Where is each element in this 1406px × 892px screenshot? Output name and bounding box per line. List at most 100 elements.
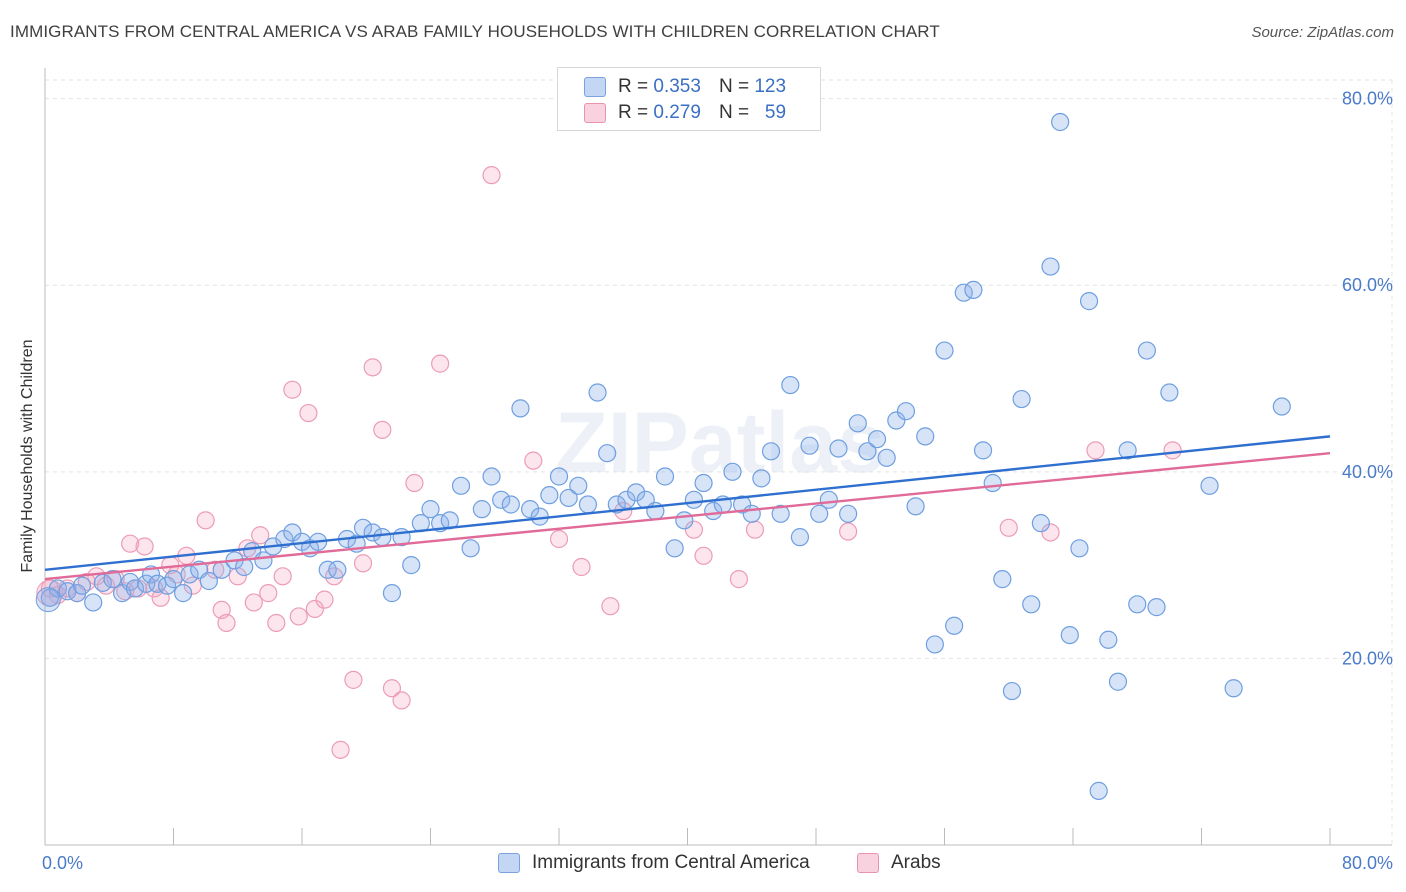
x-tick-label-max: 80.0%	[1342, 853, 1393, 873]
point-arabs	[305, 599, 324, 619]
point-arabs	[373, 420, 392, 439]
axes	[44, 68, 1392, 846]
trend-lines	[44, 435, 1331, 581]
point-central-america	[1147, 598, 1166, 617]
point-central-america	[382, 584, 402, 603]
point-central-america	[125, 579, 145, 598]
legend-n-label: N =	[718, 76, 750, 97]
point-central-america	[800, 436, 819, 455]
point-arabs	[363, 358, 382, 377]
point-arabs	[217, 613, 236, 633]
point-central-america	[1118, 441, 1137, 460]
point-central-america	[1160, 383, 1179, 402]
bottom-legend-label-a: Immigrants from Central America	[532, 852, 810, 873]
point-arabs	[1041, 523, 1060, 542]
point-central-america	[1012, 389, 1031, 409]
point-central-america	[742, 504, 761, 523]
point-central-america	[829, 439, 848, 458]
point-arabs	[96, 576, 116, 595]
point-central-america	[199, 571, 218, 591]
point-arabs	[482, 166, 501, 185]
y-tick-label: 20.0%	[1342, 648, 1393, 668]
point-arabs	[524, 451, 543, 470]
point-arabs	[1163, 441, 1182, 460]
point-central-america	[1137, 341, 1156, 360]
x-tick-label-min: 0.0%	[42, 853, 83, 873]
legend-n-label: N =	[718, 102, 750, 123]
point-central-america	[771, 504, 790, 523]
point-central-america	[1108, 672, 1128, 691]
point-central-america	[540, 486, 559, 505]
point-arabs	[273, 567, 292, 586]
point-central-america	[983, 473, 1002, 493]
legend-r-label: R =	[618, 76, 649, 97]
legend-row-arabs: R = 0.279 N = 59	[584, 102, 786, 124]
point-central-america	[896, 402, 916, 421]
point-central-america	[1051, 112, 1070, 132]
point-central-america	[684, 490, 704, 509]
point-central-america	[993, 570, 1012, 589]
point-central-america	[964, 280, 983, 300]
y-tick-labels: 20.0% 40.0% 60.0% 80.0%	[1342, 89, 1393, 669]
point-arabs	[839, 522, 858, 541]
point-central-america	[810, 504, 829, 523]
point-central-america	[103, 570, 122, 589]
point-central-america	[174, 584, 193, 603]
point-central-america	[157, 576, 177, 595]
point-central-america	[973, 441, 993, 460]
point-central-america	[877, 448, 896, 467]
point-central-america	[84, 593, 103, 612]
point-central-america	[887, 411, 906, 430]
point-arabs	[244, 593, 263, 612]
legend-n-value: 59	[764, 102, 787, 123]
point-central-america	[704, 501, 723, 521]
point-central-america	[781, 375, 800, 395]
point-central-america	[283, 523, 302, 542]
point-central-america	[761, 442, 781, 461]
point-central-america	[472, 500, 491, 519]
point-central-america	[935, 341, 954, 360]
point-arabs	[694, 546, 713, 565]
point-central-america	[675, 511, 694, 530]
point-arabs	[745, 520, 765, 539]
point-central-america	[501, 495, 520, 514]
point-central-america	[1200, 476, 1219, 495]
point-central-america	[916, 427, 935, 446]
point-arabs	[392, 691, 411, 710]
point-central-america	[867, 430, 887, 449]
point-central-america	[578, 495, 598, 514]
point-central-america	[655, 467, 675, 486]
y-tick-label: 60.0%	[1342, 275, 1393, 295]
point-central-america	[373, 528, 392, 547]
legend-row-central-america: R = 0.353 N = 123	[584, 76, 786, 98]
point-central-america	[549, 467, 569, 486]
point-central-america	[665, 539, 684, 558]
y-tick-label: 40.0%	[1342, 462, 1393, 482]
point-central-america	[328, 560, 347, 579]
point-central-america	[421, 500, 440, 519]
point-central-america	[598, 444, 617, 463]
legend-n-value: 123	[754, 76, 787, 97]
point-central-america	[906, 497, 925, 516]
point-central-america	[511, 399, 530, 418]
point-central-america	[559, 488, 578, 508]
point-arabs	[405, 473, 424, 493]
point-arabs	[289, 607, 308, 626]
legend-swatch-pink	[584, 103, 606, 123]
point-arabs	[315, 590, 334, 609]
point-central-america	[1041, 257, 1060, 276]
point-central-america	[790, 528, 810, 547]
point-central-america	[1079, 292, 1099, 311]
point-central-america	[1272, 397, 1291, 416]
point-central-america	[607, 495, 626, 514]
point-central-america	[318, 560, 337, 579]
y-axis-title: Family Households with Children	[19, 340, 36, 573]
point-arabs	[601, 597, 620, 616]
point-central-america	[945, 616, 964, 635]
legend-r-value: 0.279	[653, 102, 701, 123]
point-arabs	[549, 529, 569, 549]
point-central-america	[819, 490, 838, 509]
trend-line-central-america	[44, 435, 1331, 571]
point-central-america	[723, 462, 742, 481]
point-arabs	[353, 554, 373, 573]
